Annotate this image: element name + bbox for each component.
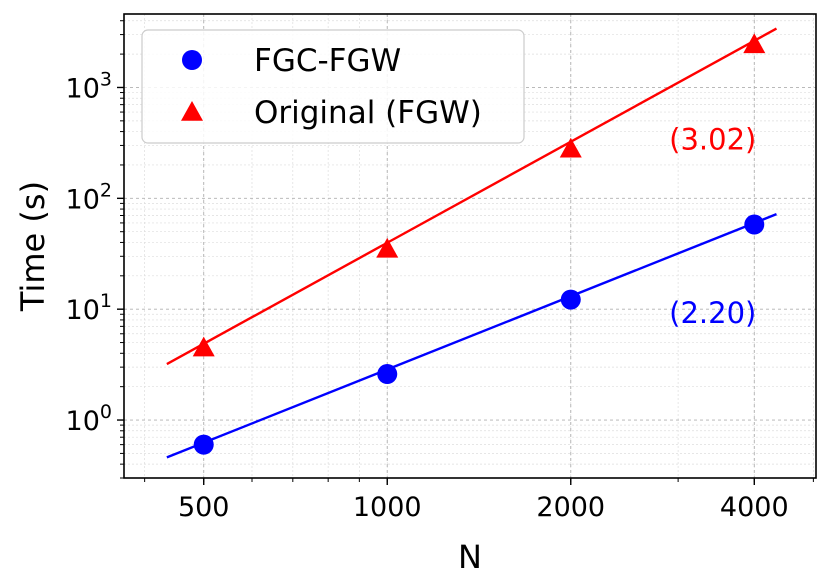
- plot-frame: [123, 13, 817, 479]
- x-tick-label: 2000: [536, 492, 605, 523]
- original-fgw-point: [376, 237, 399, 258]
- fgc-fgw-point: [377, 364, 398, 385]
- y-tick-label: 102: [66, 179, 112, 215]
- fit-line-fgc-fgw: [166, 213, 777, 459]
- legend-box: [141, 29, 525, 144]
- fit-lines: [166, 27, 778, 459]
- legend-triangle-marker: [181, 101, 203, 121]
- original-fgw-point: [192, 336, 215, 357]
- fgc-fgw-point: [744, 214, 765, 235]
- legend-circle-marker: [182, 50, 202, 70]
- fit-line-original-fgw: [166, 27, 778, 366]
- y-axis-title: Time (s): [14, 181, 52, 312]
- x-axis-title: N: [458, 538, 482, 576]
- y-tick-label: 101: [66, 290, 112, 326]
- annotations: (2.20) (3.02): [669, 122, 756, 330]
- x-tick-labels: 500 1000 2000 4000: [178, 492, 789, 523]
- original-fgw-point: [559, 137, 582, 158]
- legend: FGC-FGW Original (FGW): [141, 29, 525, 144]
- legend-label: Original (FGW): [254, 95, 482, 131]
- slope-annotation: (3.02): [669, 122, 756, 156]
- data-markers: [192, 33, 766, 455]
- legend-label: FGC-FGW: [254, 43, 401, 79]
- original-fgw-point: [743, 33, 766, 54]
- x-tick-label: 500: [178, 492, 230, 523]
- fgc-fgw-point: [560, 289, 581, 310]
- x-tick-label: 1000: [353, 492, 422, 523]
- y-tick-labels: 100 101 102 103: [66, 68, 112, 437]
- y-tick-label: 100: [66, 401, 112, 437]
- fgc-fgw-point: [193, 434, 214, 455]
- y-tick-label: 103: [66, 68, 112, 104]
- x-tick-label: 4000: [720, 492, 789, 523]
- axis-ticks: [117, 20, 814, 485]
- slope-annotation: (2.20): [669, 296, 756, 330]
